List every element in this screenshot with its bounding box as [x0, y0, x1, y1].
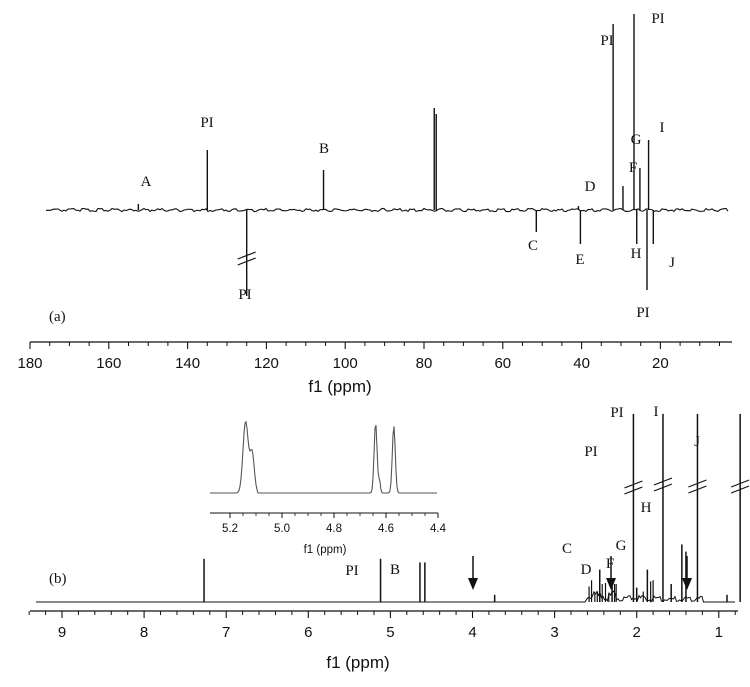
- a-peak-label: PI: [651, 11, 664, 27]
- a-x-axis-title: f1 (ppm): [308, 377, 371, 396]
- a-peak-label: I: [660, 120, 665, 136]
- inset-x-axis-title: f1 (ppm): [304, 544, 347, 556]
- a-peak-label: D: [585, 179, 596, 195]
- b-arrow-head: [606, 578, 616, 590]
- a-axis-break-mark: [237, 251, 256, 260]
- a-tick-label: 80: [416, 355, 433, 372]
- a-x-ticks: 180 160 140 120 100 80 60 40 20: [17, 342, 720, 372]
- b-peak-label: F: [606, 556, 614, 572]
- b-axis-break-mark: [624, 480, 643, 489]
- inset-tick-label: 5.2: [222, 523, 238, 535]
- a-tick-label: 120: [254, 355, 279, 372]
- b-tick-label: 8: [140, 624, 148, 641]
- b-peak-label: D: [581, 562, 592, 578]
- b-tick-label: 3: [550, 624, 558, 641]
- a-peak-label: B: [319, 141, 329, 157]
- a-peak-label: H: [631, 246, 642, 262]
- a-tick-label: 180: [17, 355, 42, 372]
- b-peak-label: B: [390, 562, 400, 578]
- b-tick-label: 9: [58, 624, 66, 641]
- a-peak-label: PI: [600, 33, 613, 49]
- a-tick-label: 60: [494, 355, 511, 372]
- b-axis-break-mark: [653, 483, 673, 492]
- inset-spectrum-trace: [210, 420, 437, 494]
- b-arrows: [468, 556, 692, 590]
- b-peak-label: G: [616, 538, 627, 554]
- b-peak-label: C: [562, 541, 572, 557]
- a-peak-labels: A PI PI B C D E PI F PI H G PI I J: [141, 11, 676, 321]
- a-peak-label: J: [669, 255, 675, 271]
- a-peak-label: PI: [636, 305, 649, 321]
- a-tick-label: 40: [573, 355, 590, 372]
- b-arrow-head: [682, 578, 692, 590]
- b-tick-label: 4: [468, 624, 476, 641]
- inset-tick-label: 4.6: [378, 523, 394, 535]
- a-axis-break-mark: [237, 257, 256, 266]
- inset-x-ticks: 5.2 5.0 4.8 4.6 4.4: [222, 513, 447, 535]
- a-peak-label: E: [575, 252, 584, 268]
- a-tick-label: 160: [96, 355, 121, 372]
- b-arrow-head: [468, 578, 478, 590]
- a-peak-label: G: [631, 132, 642, 148]
- a-panel-label: (a): [49, 309, 66, 325]
- b-x-axis-title: f1 (ppm): [326, 653, 389, 672]
- b-tick-label: 7: [222, 624, 230, 641]
- b-inset: 5.2 5.0 4.8 4.6 4.4 f1 (ppm): [210, 420, 447, 556]
- b-axis-break-mark: [730, 479, 750, 488]
- inset-tick-label: 4.8: [326, 523, 342, 535]
- panel-a: A PI PI B C D E PI F PI H G PI I J 180 160 140 120 100 80 60…: [17, 11, 732, 396]
- a-peak-lines: [137, 14, 655, 296]
- panel-b: PI B CD FG PI PI H I J 9 8 7 6 5 4 3 2 1 (b) f1 (ppm) 5.…: [28, 404, 750, 672]
- inset-tick-label: 5.0: [274, 523, 290, 535]
- b-spectrum-trace: [36, 590, 735, 603]
- a-peak-label: A: [141, 174, 152, 190]
- inset-tick-label: 4.4: [430, 523, 447, 535]
- b-tick-label: 1: [715, 624, 723, 641]
- a-peak-label: C: [528, 238, 538, 254]
- b-panel-label: (b): [49, 571, 67, 587]
- a-peak-label: F: [629, 160, 637, 176]
- a-peak-label: PI: [238, 287, 251, 303]
- a-peak-label: PI: [200, 115, 213, 131]
- b-peak-label: H: [641, 500, 652, 516]
- a-tick-label: 20: [652, 355, 669, 372]
- b-peak-labels: PI B CD FG PI PI H I J: [345, 404, 700, 579]
- b-axis-break-mark: [688, 485, 707, 494]
- a-tick-label: 100: [333, 355, 358, 372]
- b-peak-label: PI: [610, 405, 623, 421]
- b-x-ticks: 9 8 7 6 5 4 3 2 1: [28, 611, 736, 641]
- b-axis-break-mark: [688, 479, 707, 488]
- b-tick-label: 5: [386, 624, 394, 641]
- b-axis-break-mark: [624, 486, 643, 495]
- b-axis-break-mark: [653, 477, 673, 486]
- b-axis-break-mark: [730, 485, 750, 494]
- a-spectrum-trace: [45, 207, 729, 213]
- a-tick-label: 140: [175, 355, 200, 372]
- b-peak-label: PI: [584, 444, 597, 460]
- b-peak-label: J: [694, 434, 700, 450]
- b-peak-label: I: [654, 404, 659, 420]
- b-peak-lines: [203, 413, 750, 602]
- b-tick-label: 6: [304, 624, 312, 641]
- b-tick-label: 2: [633, 624, 641, 641]
- b-peak-label: PI: [345, 563, 358, 579]
